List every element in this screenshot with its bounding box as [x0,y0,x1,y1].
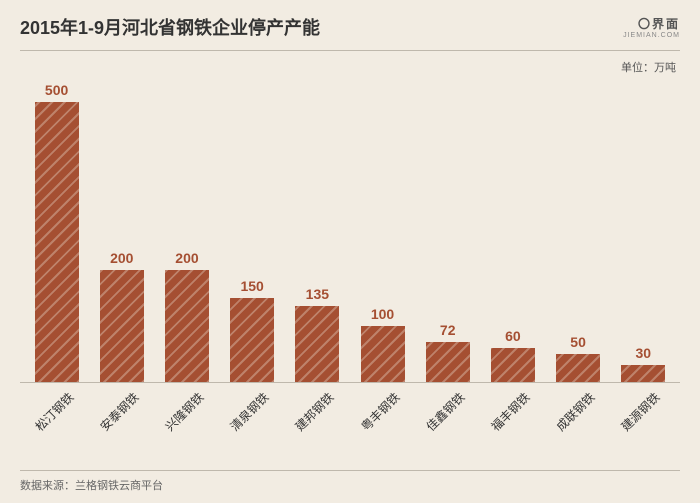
bar-group: 150 [223,278,281,382]
bar-group: 500 [28,82,86,382]
category-label: 清泉钢铁 [223,385,276,438]
bar [35,102,79,382]
bar [361,326,405,382]
labels-container: 松汀钢铁安泰钢铁兴隆钢铁清泉钢铁建邦钢铁粤丰钢铁佳鑫钢铁福丰钢铁成联钢铁建源钢铁 [20,383,680,406]
category-label: 粤丰钢铁 [353,385,406,438]
footer: 数据来源：兰格钢铁云商平台 [0,470,700,493]
category-label: 建邦钢铁 [288,385,341,438]
bar-value: 30 [635,345,651,361]
header: 2015年1-9月河北省钢铁企业停产产能 〇界面 JIEMIAN.COM [0,0,700,50]
bar [426,342,470,382]
bar-value: 72 [440,322,456,338]
bar-group: 200 [158,250,216,382]
bar-group: 60 [484,328,542,382]
bar-group: 200 [93,250,151,382]
bars-container: 500 200 200 150 135 100 72 60 50 30 [20,83,680,383]
category-label: 兴隆钢铁 [158,385,211,438]
bar-group: 30 [614,345,672,382]
bar [556,354,600,382]
bar-group: 50 [549,334,607,382]
bar-value: 200 [110,250,133,266]
category-label: 福丰钢铁 [484,385,537,438]
unit-label: 单位：万吨 [0,51,700,75]
bar-value: 135 [306,286,329,302]
bar-value: 200 [175,250,198,266]
bar [165,270,209,382]
bar-value: 100 [371,306,394,322]
brand-logo: 〇界面 JIEMIAN.COM [623,15,680,39]
logo-sub: JIEMIAN.COM [623,32,680,39]
bar-group: 135 [288,286,346,382]
chart-title: 2015年1-9月河北省钢铁企业停产产能 [20,14,320,40]
bar-value: 50 [570,334,586,350]
bar-value: 60 [505,328,521,344]
category-label: 佳鑫钢铁 [418,385,471,438]
source-label: 数据来源：兰格钢铁云商平台 [0,471,700,493]
bar [491,348,535,382]
bar [295,306,339,382]
bar [100,270,144,382]
category-label: 建源钢铁 [614,385,667,438]
bar-chart: 500 200 200 150 135 100 72 60 50 30 松汀钢铁安泰钢铁兴隆钢铁清… [0,75,700,455]
bar-group: 72 [419,322,477,382]
bar [621,365,665,382]
logo-main: 〇界面 [623,15,680,32]
category-label: 松汀钢铁 [27,385,80,438]
category-label: 成联钢铁 [549,385,602,438]
bar-group: 100 [354,306,412,382]
bar [230,298,274,382]
category-label: 安泰钢铁 [92,385,145,438]
bar-value: 150 [240,278,263,294]
bar-value: 500 [45,82,68,98]
